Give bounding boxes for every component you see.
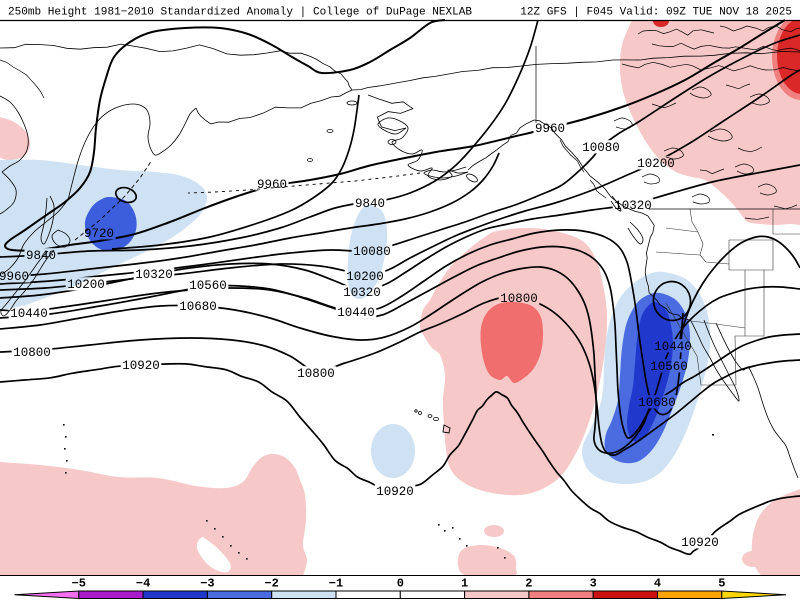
svg-text:10200: 10200 (346, 270, 384, 284)
svg-text:12Z GFS | F045 Valid: 09Z TUE: 12Z GFS | F045 Valid: 09Z TUE NOV 18 202… (520, 7, 792, 19)
svg-text:10200: 10200 (637, 157, 675, 171)
svg-text:10320: 10320 (135, 268, 173, 282)
svg-text:10680: 10680 (638, 396, 676, 410)
svg-text:10920: 10920 (122, 359, 160, 373)
svg-text:10440: 10440 (10, 307, 48, 321)
svg-text:10920: 10920 (681, 536, 719, 550)
svg-text:−5: −5 (72, 577, 86, 591)
svg-text:−2: −2 (264, 577, 278, 591)
svg-text:9720: 9720 (84, 227, 114, 241)
svg-text:10320: 10320 (343, 286, 381, 300)
svg-text:10320: 10320 (614, 199, 652, 213)
svg-text:250mb Height 1981−2010 Standar: 250mb Height 1981−2010 Standardized Anom… (8, 7, 472, 19)
svg-text:10800: 10800 (13, 346, 51, 360)
svg-text:9840: 9840 (26, 249, 56, 263)
svg-text:9960: 9960 (257, 178, 287, 192)
svg-text:9960: 9960 (535, 122, 565, 136)
svg-text:10560: 10560 (650, 360, 688, 374)
svg-text:10680: 10680 (179, 300, 217, 314)
svg-text:9960: 9960 (0, 270, 29, 284)
svg-text:9840: 9840 (355, 197, 385, 211)
svg-text:−3: −3 (200, 577, 214, 591)
svg-text:10800: 10800 (500, 292, 538, 306)
svg-text:10800: 10800 (297, 367, 335, 381)
svg-text:10560: 10560 (189, 279, 227, 293)
svg-text:10080: 10080 (353, 245, 391, 259)
svg-text:3: 3 (590, 577, 597, 591)
svg-text:4: 4 (654, 577, 661, 591)
svg-text:−4: −4 (136, 577, 150, 591)
svg-text:−1: −1 (329, 577, 343, 591)
svg-text:10080: 10080 (582, 141, 620, 155)
svg-text:1: 1 (461, 577, 468, 591)
svg-text:0: 0 (397, 577, 404, 591)
svg-text:5: 5 (718, 577, 725, 591)
svg-text:10200: 10200 (67, 278, 105, 292)
svg-text:10440: 10440 (337, 306, 375, 320)
svg-text:10440: 10440 (654, 340, 692, 354)
svg-text:2: 2 (525, 577, 532, 591)
svg-text:10920: 10920 (376, 485, 414, 499)
